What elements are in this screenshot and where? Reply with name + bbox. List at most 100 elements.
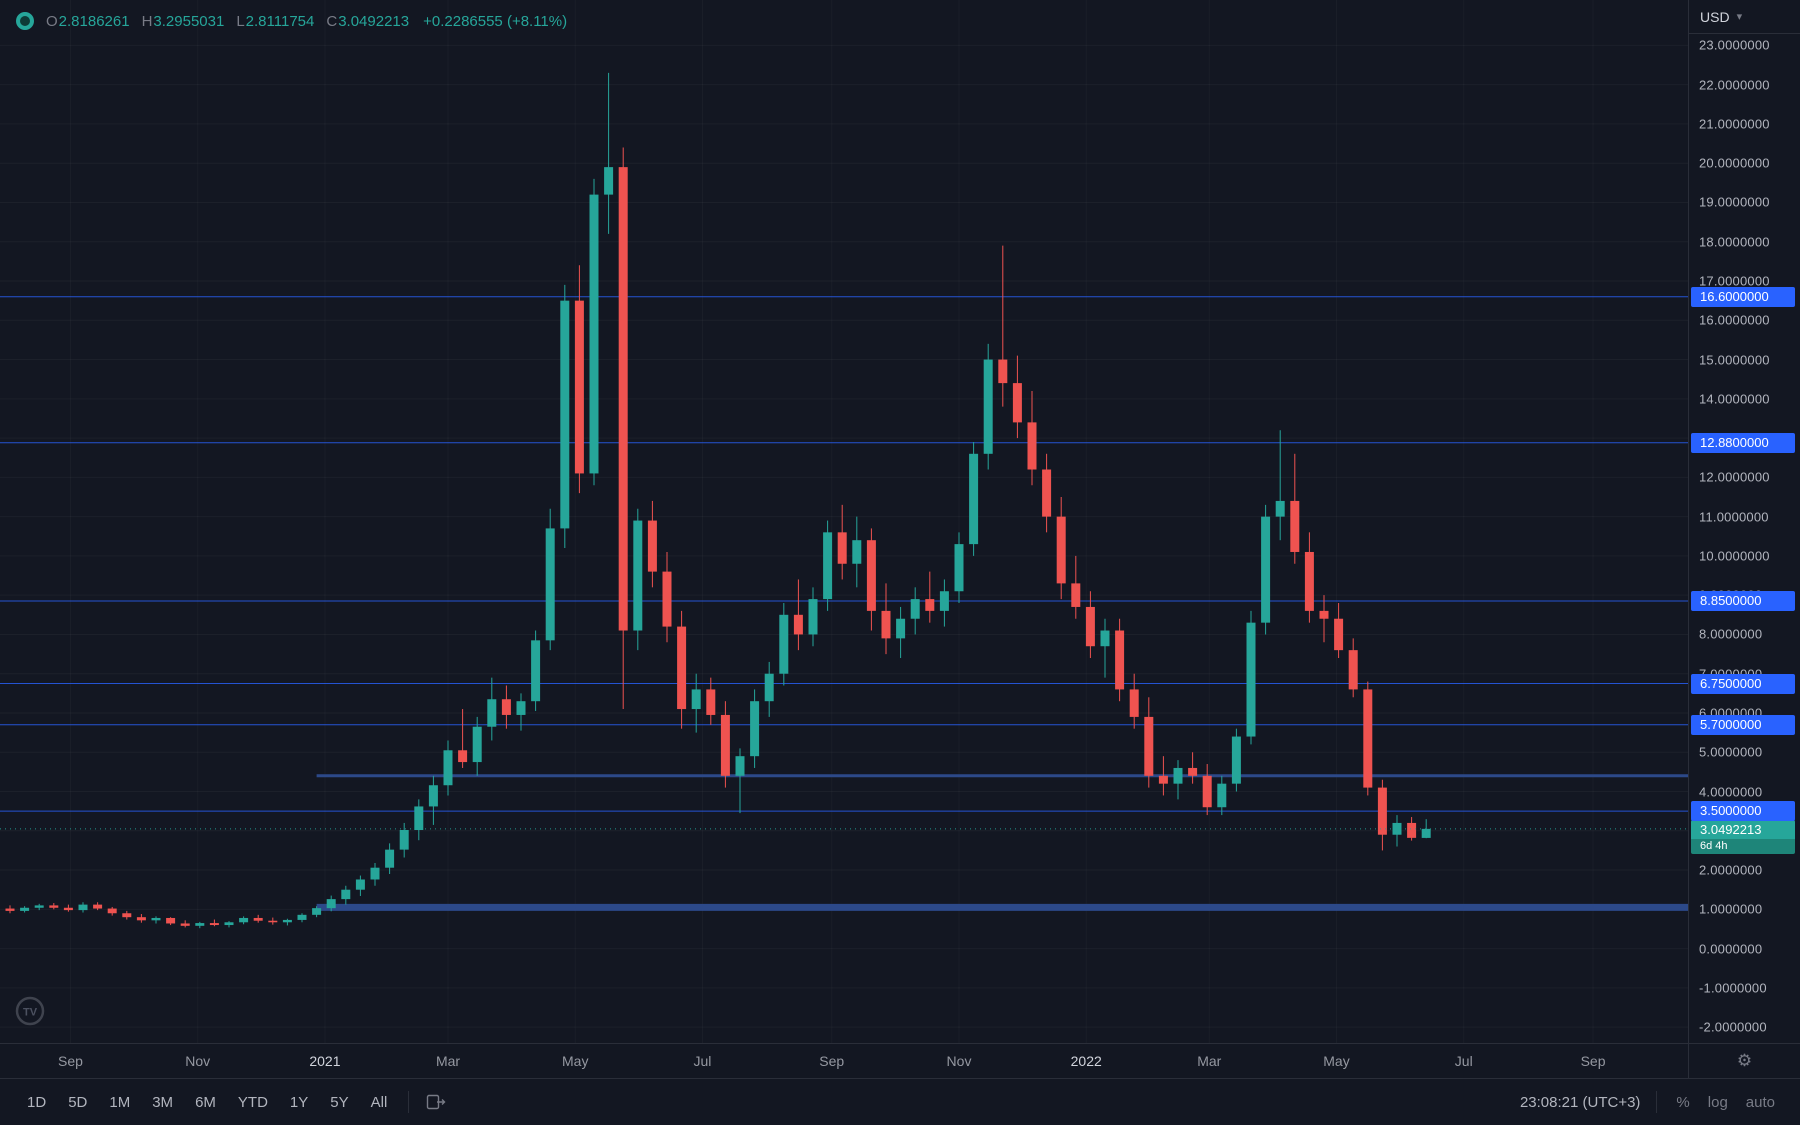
time-axis-label: Nov bbox=[946, 1053, 972, 1069]
candle-body bbox=[1012, 383, 1022, 423]
candle-body bbox=[78, 904, 88, 911]
price-tick-label: 8.0000000 bbox=[1699, 626, 1763, 642]
candle-body bbox=[910, 599, 920, 619]
candle-body bbox=[1144, 716, 1154, 776]
candle-body bbox=[983, 359, 993, 454]
range-selector: 1D 5D 1M 3M 6M YTD 1Y 5Y All bbox=[16, 1088, 453, 1116]
candle-body bbox=[458, 750, 468, 763]
candle-body bbox=[1231, 736, 1241, 784]
candle-body bbox=[954, 544, 964, 592]
time-axis-label: Mar bbox=[1197, 1053, 1222, 1069]
candle-body bbox=[399, 830, 409, 850]
candle-body bbox=[472, 726, 482, 763]
candle-body bbox=[1217, 783, 1227, 808]
chart-pane[interactable]: O 2.8186261 H 3.2955031 L 2.8111754 C 3.0492… bbox=[0, 0, 1688, 1043]
candle-body bbox=[1377, 787, 1387, 835]
range-button-1y[interactable]: 1Y bbox=[279, 1089, 319, 1116]
price-axis[interactable]: USD ▾ 23.0000000 22.0000000 21.0000000 20.0… bbox=[1688, 0, 1800, 1043]
candle-body bbox=[1202, 775, 1212, 808]
price-tick-label: 1.0000000 bbox=[1699, 901, 1763, 917]
candle-body bbox=[1304, 551, 1314, 611]
price-tick-label: 20.0000000 bbox=[1699, 155, 1770, 171]
time-axis-label: Sep bbox=[58, 1053, 83, 1069]
candle-body bbox=[5, 908, 15, 911]
candle-body bbox=[808, 599, 818, 635]
candle-body bbox=[589, 194, 599, 474]
candle-body bbox=[735, 756, 745, 776]
candle-body bbox=[720, 714, 730, 776]
go-to-date-icon[interactable] bbox=[419, 1088, 453, 1116]
candle-body bbox=[691, 689, 701, 710]
candle-body bbox=[1042, 469, 1052, 517]
time-axis-settings[interactable]: ⚙ bbox=[1688, 1043, 1800, 1078]
settings-gear-icon[interactable]: ⚙ bbox=[1736, 1051, 1753, 1070]
auto-scale-toggle[interactable]: auto bbox=[1737, 1090, 1784, 1115]
candle-body bbox=[326, 899, 336, 909]
currency-label: USD bbox=[1700, 8, 1730, 25]
price-tick-label: 10.0000000 bbox=[1699, 548, 1770, 564]
candle-body bbox=[107, 908, 117, 914]
candle-body bbox=[750, 701, 760, 757]
candle-body bbox=[370, 867, 380, 880]
candle-body bbox=[151, 917, 161, 921]
time-axis[interactable]: Sep Nov 2021 Mar May Jul Sep Nov 2022 Mar May Jul Se… bbox=[0, 1043, 1688, 1078]
price-tick-label: 19.0000000 bbox=[1699, 194, 1770, 210]
candle-body bbox=[93, 904, 103, 909]
last-price-badge: 3.0492213 6d 4h bbox=[1691, 819, 1795, 854]
high-value: 3.2955031 bbox=[153, 12, 225, 30]
last-price-value: 3.0492213 bbox=[1691, 819, 1795, 839]
candle-body bbox=[545, 528, 555, 641]
range-button-all[interactable]: All bbox=[360, 1089, 399, 1116]
candle-body bbox=[1129, 689, 1139, 717]
candle-body bbox=[282, 919, 292, 923]
candle-body bbox=[1261, 516, 1271, 623]
candle-body bbox=[443, 750, 453, 786]
range-button-1d[interactable]: 1D bbox=[16, 1089, 57, 1116]
log-scale-toggle[interactable]: log bbox=[1699, 1090, 1737, 1115]
clock[interactable]: 23:08:21 (UTC+3) bbox=[1519, 1093, 1641, 1111]
time-axis-label: Sep bbox=[819, 1053, 845, 1069]
currency-dropdown[interactable]: USD ▾ bbox=[1689, 0, 1800, 34]
price-tick-label: 16.0000000 bbox=[1699, 312, 1770, 328]
price-tick-label: -2.0000000 bbox=[1699, 1019, 1767, 1035]
price-scale: 23.0000000 22.0000000 21.0000000 20.0000000… bbox=[1689, 0, 1800, 1043]
candle-body bbox=[1407, 822, 1417, 838]
candle-body bbox=[428, 785, 438, 807]
candle-body bbox=[253, 917, 263, 921]
candle-body bbox=[1027, 422, 1037, 470]
candle-body bbox=[63, 907, 73, 911]
alert-price-badge: 12.8800000 bbox=[1691, 432, 1795, 453]
high-label: H bbox=[141, 12, 153, 30]
time-axis-label: 2022 bbox=[1070, 1053, 1102, 1069]
range-button-5d[interactable]: 5D bbox=[57, 1089, 98, 1116]
price-tick-label: 15.0000000 bbox=[1699, 352, 1770, 368]
time-axis-label: Nov bbox=[185, 1053, 211, 1069]
bar-countdown: 6d 4h bbox=[1691, 838, 1795, 854]
range-button-ytd[interactable]: YTD bbox=[227, 1089, 279, 1116]
candle-body bbox=[604, 167, 614, 195]
price-tick-label: 12.0000000 bbox=[1699, 469, 1770, 485]
price-tick-label: 11.0000000 bbox=[1699, 509, 1769, 525]
alert-price-badge: 3.5000000 bbox=[1691, 801, 1795, 822]
candle-body bbox=[355, 879, 365, 890]
range-button-1m[interactable]: 1M bbox=[98, 1089, 141, 1116]
tradingview-logo[interactable]: TV bbox=[14, 995, 46, 1027]
toolbar-divider bbox=[408, 1091, 410, 1113]
alert-price-badge: 16.6000000 bbox=[1691, 286, 1795, 307]
candle-body bbox=[896, 618, 906, 639]
chevron-down-icon: ▾ bbox=[1736, 11, 1743, 23]
toolbar-right: 23:08:21 (UTC+3) % log auto bbox=[1514, 1090, 1784, 1115]
candle-body bbox=[998, 359, 1008, 384]
alert-price-badge: 5.7000000 bbox=[1691, 714, 1795, 735]
candle-body bbox=[1290, 500, 1300, 552]
range-button-6m[interactable]: 6M bbox=[184, 1089, 227, 1116]
low-label: L bbox=[236, 12, 245, 30]
low-value: 2.8111754 bbox=[245, 12, 315, 30]
candle-body bbox=[881, 610, 891, 639]
price-tick-label: 0.0000000 bbox=[1699, 941, 1763, 957]
range-button-3m[interactable]: 3M bbox=[141, 1089, 184, 1116]
price-tick-label: 21.0000000 bbox=[1699, 116, 1770, 132]
candle-body bbox=[706, 689, 716, 715]
percent-scale-toggle[interactable]: % bbox=[1667, 1090, 1698, 1115]
range-button-5y[interactable]: 5Y bbox=[319, 1089, 359, 1116]
